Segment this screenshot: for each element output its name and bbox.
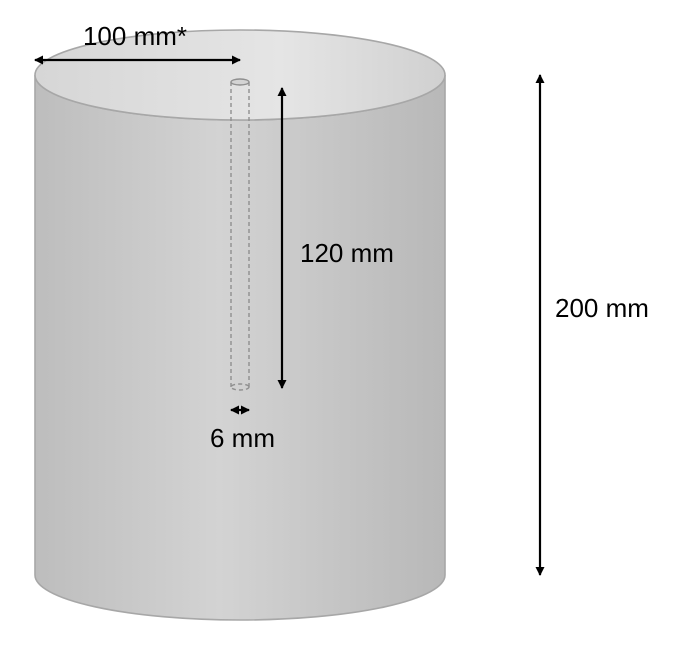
label-tube-h: 120 mm (300, 238, 394, 268)
label-height: 200 mm (555, 293, 649, 323)
tube-top (231, 79, 249, 85)
label-radius: 100 mm* (83, 21, 187, 51)
cylinder-side (35, 75, 445, 620)
label-tube-d: 6 mm (210, 423, 275, 453)
